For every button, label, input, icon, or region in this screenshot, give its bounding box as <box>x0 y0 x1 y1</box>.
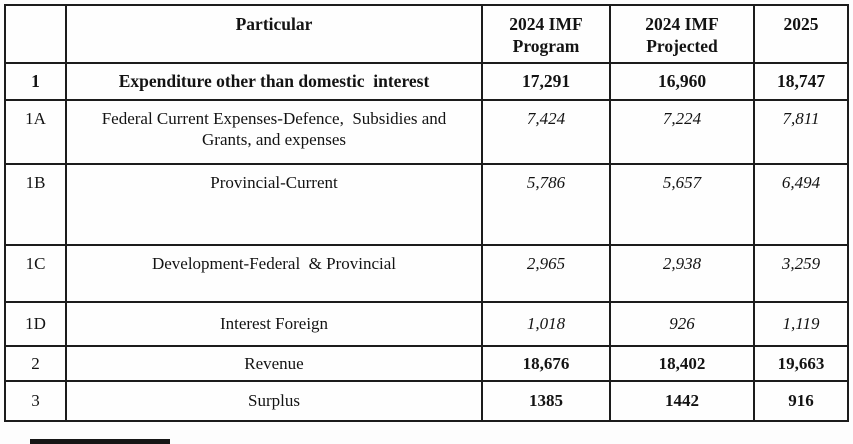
projected-value-cell: 1442 <box>609 380 755 422</box>
value-2025-cell: 6,494 <box>753 163 849 246</box>
program-value-cell: 18,676 <box>481 345 611 382</box>
projected-value-cell: 18,402 <box>609 345 755 382</box>
header-2024-imf-projected: 2024 IMF Projected <box>609 4 755 64</box>
particular-cell: Provincial-Current <box>65 163 483 246</box>
program-value-cell: 1,018 <box>481 301 611 347</box>
header-blank <box>4 4 67 64</box>
table-sheet: Particular 2024 IMF Program 2024 IMF Pro… <box>4 4 849 422</box>
value-2025-cell: 19,663 <box>753 345 849 382</box>
row-num-cell: 1 <box>4 62 67 101</box>
program-value-cell: 7,424 <box>481 99 611 165</box>
program-value-cell: 1385 <box>481 380 611 422</box>
row-num-cell: 3 <box>4 380 67 422</box>
table-row-3: 3 Surplus 1385 1442 916 <box>4 380 849 422</box>
table-row-1: 1 Expenditure other than domestic intere… <box>4 62 849 101</box>
program-value-cell: 5,786 <box>481 163 611 246</box>
value-2025-cell: 7,811 <box>753 99 849 165</box>
header-row: Particular 2024 IMF Program 2024 IMF Pro… <box>4 4 849 64</box>
value-2025-cell: 18,747 <box>753 62 849 101</box>
header-2024-imf-program: 2024 IMF Program <box>481 4 611 64</box>
row-num-cell: 1D <box>4 301 67 347</box>
bottom-edge-artifact <box>30 439 170 444</box>
program-value-cell: 2,965 <box>481 244 611 303</box>
program-value-cell: 17,291 <box>481 62 611 101</box>
particular-cell: Surplus <box>65 380 483 422</box>
header-2025: 2025 <box>753 4 849 64</box>
particular-cell: Interest Foreign <box>65 301 483 347</box>
value-2025-cell: 916 <box>753 380 849 422</box>
particular-cell: Federal Current Expenses-Defence, Subsid… <box>65 99 483 165</box>
row-num-cell: 1B <box>4 163 67 246</box>
table-row-1c: 1C Development-Federal & Provincial 2,96… <box>4 244 849 303</box>
value-2025-cell: 3,259 <box>753 244 849 303</box>
table-row-1b: 1B Provincial-Current 5,786 5,657 6,494 <box>4 163 849 246</box>
table-row-2: 2 Revenue 18,676 18,402 19,663 <box>4 345 849 382</box>
row-num-cell: 2 <box>4 345 67 382</box>
value-2025-cell: 1,119 <box>753 301 849 347</box>
row-num-cell: 1C <box>4 244 67 303</box>
row-num-cell: 1A <box>4 99 67 165</box>
particular-cell: Development-Federal & Provincial <box>65 244 483 303</box>
table-row-1d: 1D Interest Foreign 1,018 926 1,119 <box>4 301 849 347</box>
particular-cell: Expenditure other than domestic interest <box>65 62 483 101</box>
projected-value-cell: 16,960 <box>609 62 755 101</box>
table-row-1a: 1A Federal Current Expenses-Defence, Sub… <box>4 99 849 165</box>
projected-value-cell: 7,224 <box>609 99 755 165</box>
projected-value-cell: 5,657 <box>609 163 755 246</box>
budget-table: Particular 2024 IMF Program 2024 IMF Pro… <box>4 4 849 422</box>
header-particular: Particular <box>65 4 483 64</box>
projected-value-cell: 926 <box>609 301 755 347</box>
projected-value-cell: 2,938 <box>609 244 755 303</box>
particular-cell: Revenue <box>65 345 483 382</box>
